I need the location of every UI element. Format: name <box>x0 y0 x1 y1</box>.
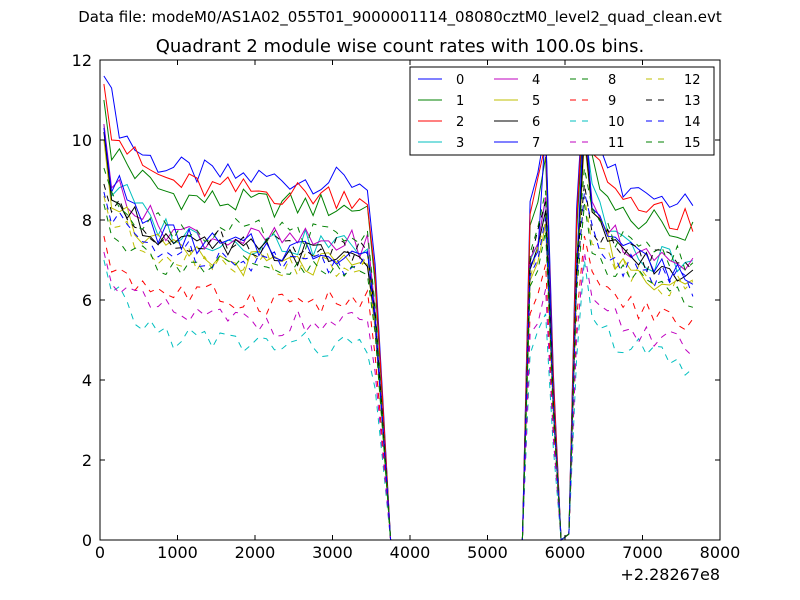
series-layer <box>103 75 694 541</box>
y-tick-label: 12 <box>72 51 92 70</box>
y-tick-label: 8 <box>82 211 92 230</box>
legend-label-3: 3 <box>456 136 464 151</box>
legend-label-14: 14 <box>684 115 701 130</box>
series-line-13 <box>103 183 694 541</box>
x-tick-label: 4000 <box>390 543 431 562</box>
x-tick-label: 1000 <box>157 543 198 562</box>
y-tick-label: 4 <box>82 371 92 390</box>
series-line-11 <box>103 251 694 541</box>
legend-label-2: 2 <box>456 115 464 130</box>
legend-label-5: 5 <box>532 94 540 109</box>
x-tick-label: 0 <box>95 543 105 562</box>
x-tick-label: 6000 <box>545 543 586 562</box>
series-line-15 <box>103 203 694 541</box>
series-line-10 <box>103 259 694 541</box>
series-line-5 <box>103 139 694 541</box>
series-line-9 <box>103 235 694 541</box>
legend-label-7: 7 <box>532 136 540 151</box>
x-tick-label: 8000 <box>700 543 741 562</box>
x-tick-label: 5000 <box>467 543 508 562</box>
axis-ticks: 0 1000 2000 3000 4000 5000 6000 7000 80000246810… <box>72 51 741 562</box>
legend-label-11: 11 <box>608 136 625 151</box>
legend-label-1: 1 <box>456 94 464 109</box>
y-tick-label: 10 <box>72 131 92 150</box>
x-tick-label: 2000 <box>235 543 276 562</box>
y-tick-label: 0 <box>82 531 92 550</box>
data-file-suptitle: Data file: modeM0/AS1A02_055T01_90000011… <box>78 8 722 26</box>
legend-label-15: 15 <box>684 136 701 151</box>
legend-label-12: 12 <box>684 73 701 88</box>
chart-title: Quadrant 2 module wise count rates with … <box>155 36 645 57</box>
legend-box <box>409 66 715 156</box>
legend-label-8: 8 <box>608 73 616 88</box>
series-line-1 <box>103 99 694 541</box>
legend-label-10: 10 <box>608 115 625 130</box>
y-tick-label: 6 <box>82 291 92 310</box>
x-offset-label: +2.28267e8 <box>620 565 720 584</box>
legend-label-9: 9 <box>608 94 616 109</box>
legend-label-6: 6 <box>532 115 540 130</box>
y-tick-label: 2 <box>82 451 92 470</box>
x-tick-label: 7000 <box>622 543 663 562</box>
legend-label-13: 13 <box>684 94 701 109</box>
legend-label-0: 0 <box>456 73 464 88</box>
series-line-12 <box>103 195 694 541</box>
x-tick-label: 3000 <box>312 543 353 562</box>
series-line-8 <box>103 167 694 541</box>
legend-label-4: 4 <box>532 73 540 88</box>
series-line-14 <box>103 191 694 541</box>
